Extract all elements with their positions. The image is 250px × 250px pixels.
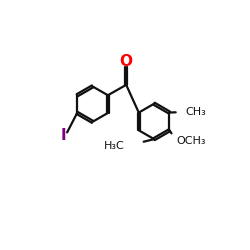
Text: H₃C: H₃C bbox=[104, 142, 124, 152]
Text: OCH₃: OCH₃ bbox=[176, 136, 206, 146]
Text: I: I bbox=[61, 128, 66, 144]
Text: O: O bbox=[120, 54, 133, 69]
Text: CH₃: CH₃ bbox=[186, 107, 206, 117]
